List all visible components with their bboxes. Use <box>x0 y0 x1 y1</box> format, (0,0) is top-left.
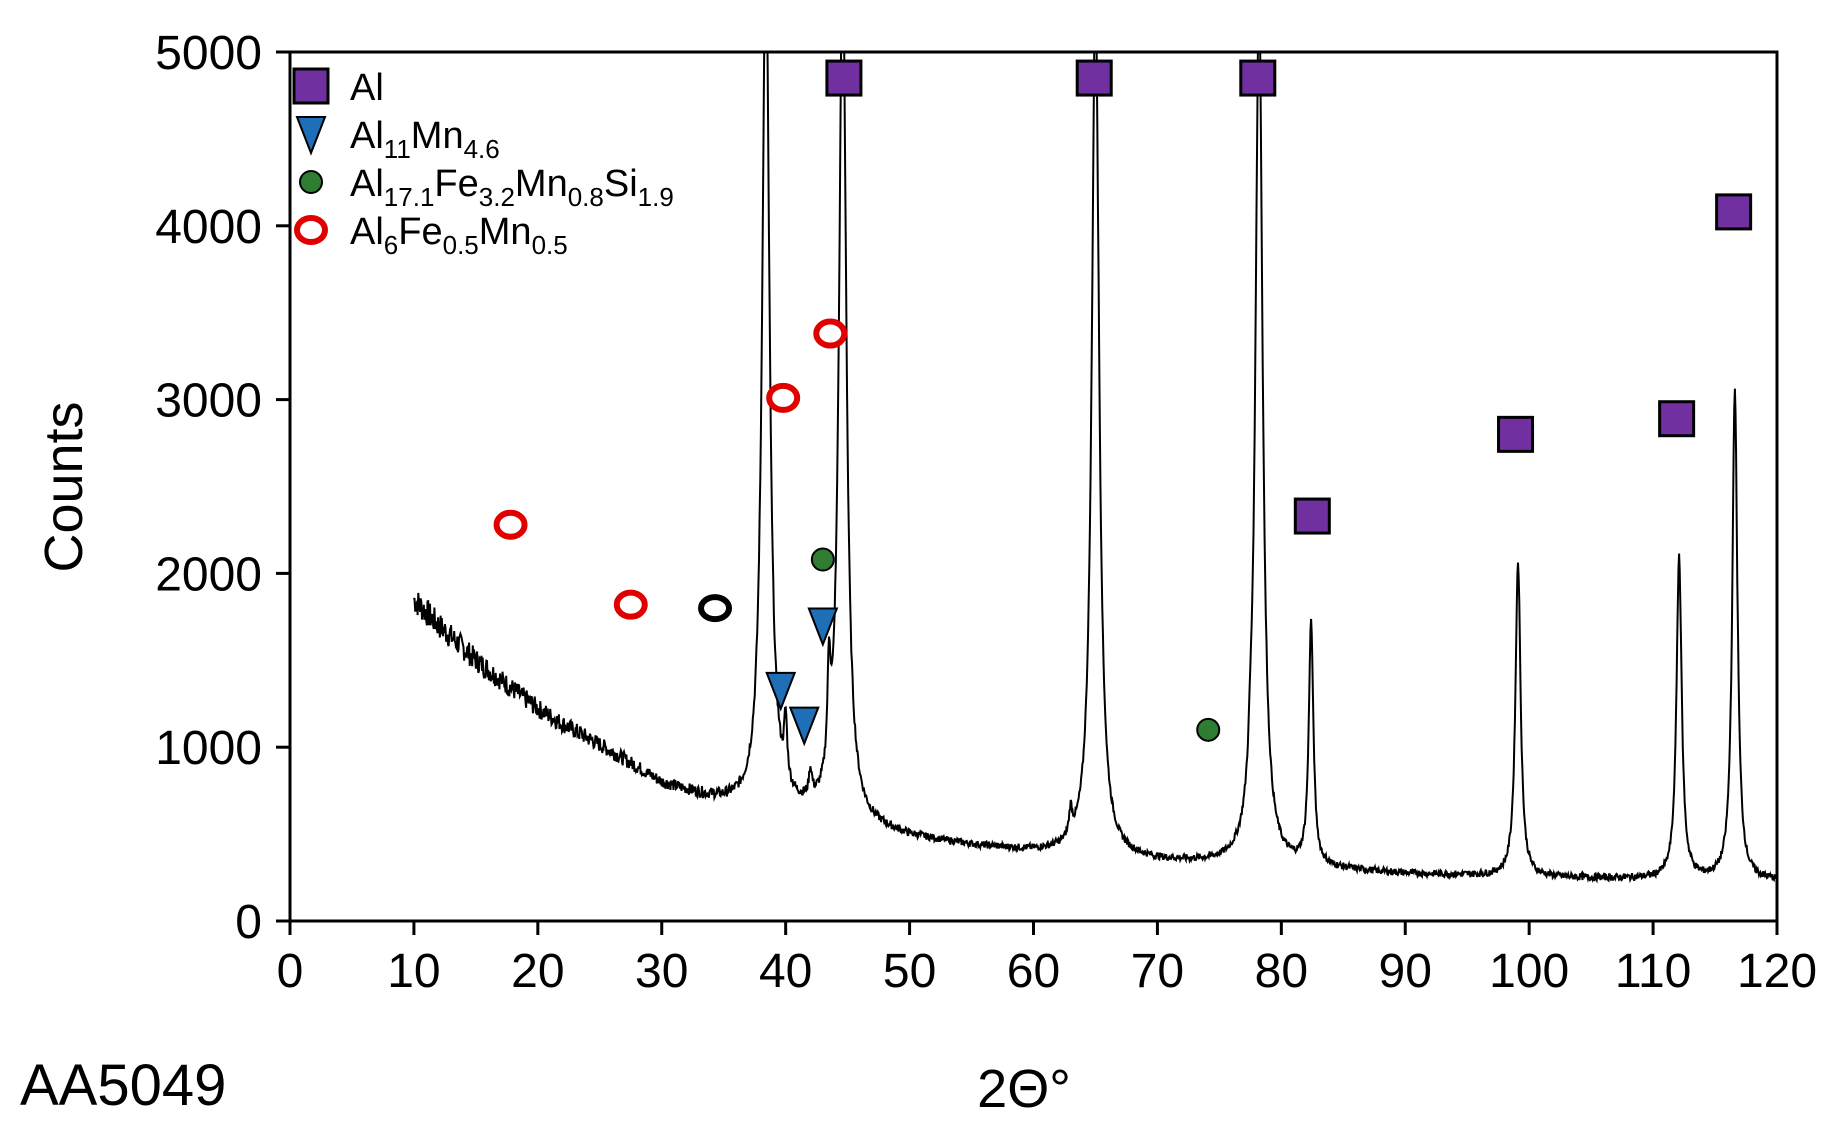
x-tick-label: 20 <box>511 945 564 998</box>
phase-marker <box>807 607 839 648</box>
phase-marker <box>1658 400 1696 438</box>
y-tick-label: 5000 <box>155 27 262 80</box>
y-tick-label: 4000 <box>155 201 262 254</box>
x-tick-label: 10 <box>387 945 440 998</box>
x-axis-label: 2Θ° <box>977 1059 1071 1119</box>
sample-label: AA5049 <box>20 1053 227 1118</box>
y-tick-label: 3000 <box>155 375 262 428</box>
legend-entry: Al6​Fe0.5​Mn0.5​ <box>350 211 568 260</box>
x-tick-label: 30 <box>635 945 688 998</box>
phase-marker <box>698 594 733 623</box>
y-axis-label: Counts <box>34 401 94 572</box>
phase-marker <box>1196 717 1221 742</box>
legend-entry: Al11​Mn4.6​ <box>350 115 500 164</box>
xrd-trace <box>412 52 1777 884</box>
y-tick-label: 1000 <box>155 722 262 775</box>
phase-marker <box>1075 59 1113 97</box>
phase-marker <box>613 589 648 620</box>
phase-marker <box>1239 59 1277 97</box>
legend: Al Al11​Mn4.6​Al17.1​Fe3.2​Mn0.8​Si1.9​Al… <box>292 67 674 260</box>
legend-marker <box>295 116 327 156</box>
legend-marker <box>292 67 330 105</box>
x-tick-label: 70 <box>1131 945 1184 998</box>
phase-marker <box>1293 497 1331 535</box>
x-tick-label: 0 <box>277 945 304 998</box>
x-tick-label: 90 <box>1379 945 1432 998</box>
plot-area <box>412 52 1777 884</box>
y-tick-label: 0 <box>235 896 262 949</box>
axes: 0 10 20 30 40 50 60 70 80 90 100 110 120 0 1000 2000 300… <box>155 27 1817 998</box>
x-tick-label: 60 <box>1007 945 1060 998</box>
legend-marker <box>294 215 328 245</box>
legend-entry: Al17.1​Fe3.2​Mn0.8​Si1.9​ <box>350 163 674 212</box>
phase-marker <box>766 382 801 413</box>
x-tick-label: 110 <box>1615 945 1692 998</box>
phase-marker <box>1715 193 1753 231</box>
phase-marker <box>825 59 863 97</box>
phase-marker <box>810 547 835 572</box>
phase-marker <box>1497 415 1535 453</box>
y-tick-label: 2000 <box>155 548 262 601</box>
phase-marker <box>788 706 820 747</box>
x-tick-label: 120 <box>1737 945 1817 998</box>
phase-markers <box>493 59 1753 747</box>
phase-marker <box>765 671 797 712</box>
legend-marker <box>299 170 323 194</box>
x-tick-label: 80 <box>1255 945 1308 998</box>
x-tick-label: 100 <box>1489 945 1569 998</box>
x-tick-label: 40 <box>759 945 812 998</box>
phase-marker <box>493 509 528 540</box>
x-tick-label: 50 <box>883 945 936 998</box>
legend-entry: Al <box>350 67 384 109</box>
phase-marker <box>813 318 848 349</box>
